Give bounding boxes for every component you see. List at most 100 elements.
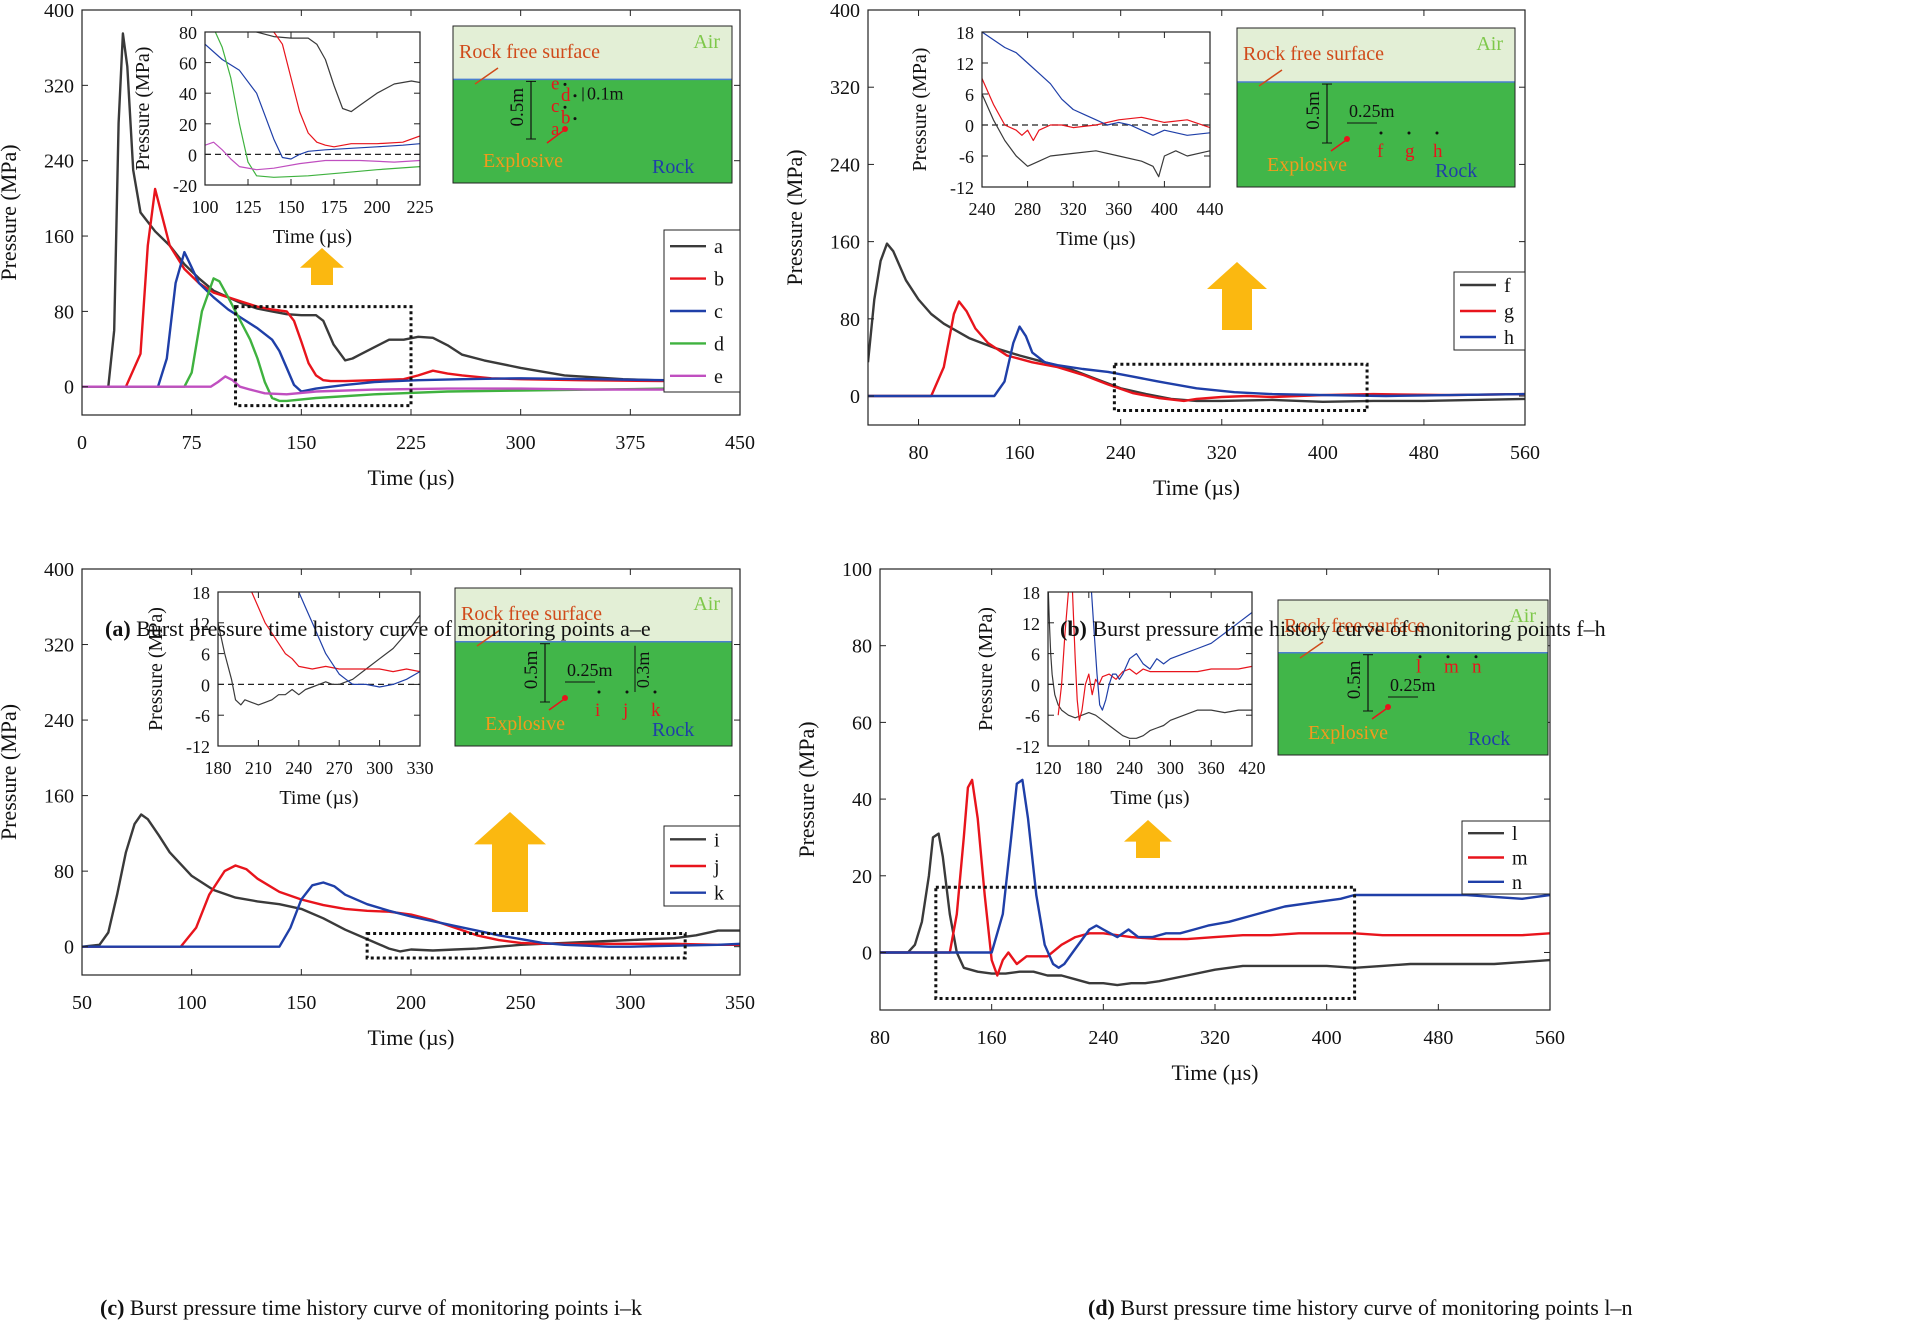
y-tick-label: -6: [959, 147, 974, 167]
x-tick-label: 75: [182, 432, 202, 454]
y-tick-label: 320: [830, 77, 860, 99]
axes-frame: [981, 31, 1211, 188]
rock-label: Rock: [652, 719, 694, 741]
series-line-e: [205, 141, 420, 171]
series-line-k: [82, 881, 740, 948]
inset-background: [218, 592, 420, 746]
series-line-n: [880, 778, 1550, 969]
x-tick-label: 210: [245, 758, 272, 778]
explosive-pointer: [1371, 708, 1387, 720]
y-tick-label: 20: [852, 866, 872, 888]
y-tick-label: 80: [54, 301, 74, 323]
series-line-n: [1090, 592, 1252, 711]
legend-label-m: m: [1512, 848, 1528, 870]
monitoring-point: [573, 117, 577, 121]
monitoring-point: [563, 82, 567, 86]
air-region: [1278, 600, 1548, 653]
zoom-arrow-icon: [474, 812, 546, 912]
depth-dimension-label: 0.5m: [507, 88, 528, 127]
y-axis-label: Pressure (MPa): [0, 144, 21, 280]
y-tick-label: 0: [965, 116, 974, 136]
air-region: [455, 588, 732, 642]
x-tick-label: 375: [615, 432, 645, 454]
monitoring-point: [1379, 131, 1383, 135]
y-tick-label: 80: [179, 23, 197, 43]
x-tick-label: 480: [1409, 442, 1439, 464]
explosive-charge-icon: [562, 126, 568, 132]
monitoring-point-label: g: [1405, 141, 1415, 162]
legend-label-f: f: [1504, 275, 1511, 297]
series-group-c: [82, 813, 740, 953]
x-tick-label: 300: [615, 992, 645, 1014]
y-tick-label: 12: [192, 614, 210, 634]
y-tick-label: 400: [44, 559, 74, 581]
y-tick-label: 6: [965, 85, 974, 105]
x-tick-label: 320: [1060, 199, 1087, 219]
series-line-m: [880, 778, 1550, 977]
geometry-diagram: Air Rock free surface Rock Explosive 0.5m i j k…: [454, 587, 733, 747]
x-tick-label: 400: [1151, 199, 1178, 219]
y-tick-label: -12: [186, 737, 210, 757]
series-line-b: [82, 187, 740, 388]
diagram-frame: [1236, 27, 1516, 188]
y-tick-label: 40: [179, 84, 197, 104]
y-tick-label: 240: [830, 154, 860, 176]
series-line-e: [82, 375, 740, 396]
x-tick-label: 160: [977, 1027, 1007, 1049]
legend-label-h: h: [1504, 327, 1514, 349]
air-region: [453, 26, 732, 80]
y-tick-label: 40: [852, 789, 872, 811]
caption-b: (b) Burst pressure time history curve of…: [1060, 616, 1606, 641]
x-tick-label: 100: [192, 197, 219, 217]
free-surface-label: Rock free surface: [1243, 43, 1384, 65]
x-tick-label: 100: [177, 992, 207, 1014]
x-tick-label: 320: [1200, 1027, 1230, 1049]
x-tick-label: 125: [235, 197, 262, 217]
series-line-a: [82, 32, 740, 388]
y-tick-label: 80: [54, 861, 74, 883]
series-line-j: [82, 864, 740, 948]
depth-dimension-label: 0.5m: [1344, 660, 1365, 699]
y-tick-label: 400: [830, 0, 860, 22]
inset-background: [982, 32, 1210, 187]
legend-label-i: i: [714, 829, 720, 851]
monitoring-point: [597, 690, 601, 694]
geometry-diagram: Air Rock free surface Rock Explosive 0.5m edc…: [452, 25, 733, 184]
legend-label-b: b: [714, 269, 724, 291]
monitoring-point: [573, 94, 577, 98]
explosive-pointer: [1330, 140, 1346, 152]
series-line-k: [298, 592, 420, 688]
x-axis-label: Time (µs): [1056, 228, 1135, 250]
y-tick-label: 0: [862, 942, 872, 964]
monitoring-point-label: l: [1416, 657, 1421, 678]
y-tick-label: 0: [850, 386, 860, 408]
axes-frame: [204, 31, 421, 186]
series-line-d: [82, 277, 740, 403]
x-tick-label: 180: [205, 758, 232, 778]
x-tick-label: 360: [1198, 758, 1225, 778]
x-tick-label: 270: [326, 758, 353, 778]
series-line-c: [205, 43, 420, 160]
series-line-h: [982, 32, 1210, 136]
x-tick-label: 320: [1207, 442, 1237, 464]
series-group-b: [868, 242, 1525, 403]
x-tick-label: 50: [72, 992, 92, 1014]
y-tick-label: 20: [179, 115, 197, 135]
x-tick-label: 480: [1423, 1027, 1453, 1049]
y-tick-label: 0: [188, 145, 197, 165]
zoom-arrow-icon: [1207, 262, 1267, 330]
monitoring-point-label: n: [1472, 657, 1482, 678]
series-line-d: [214, 32, 420, 178]
air-label: Air: [1476, 33, 1503, 55]
axes-frame: [217, 591, 421, 747]
x-tick-label: 120: [1035, 758, 1062, 778]
y-tick-label: 6: [201, 645, 210, 665]
axes-c: 50 100 150 200 250 300 350 0 80 160 240 320 400 Time …: [0, 559, 755, 1050]
y-tick-label: -6: [195, 706, 210, 726]
series-line-c: [82, 250, 740, 393]
y-axis-label: Pressure (MPa): [909, 48, 931, 172]
legend-label-k: k: [714, 883, 724, 905]
zoom-box: [934, 885, 1357, 1000]
